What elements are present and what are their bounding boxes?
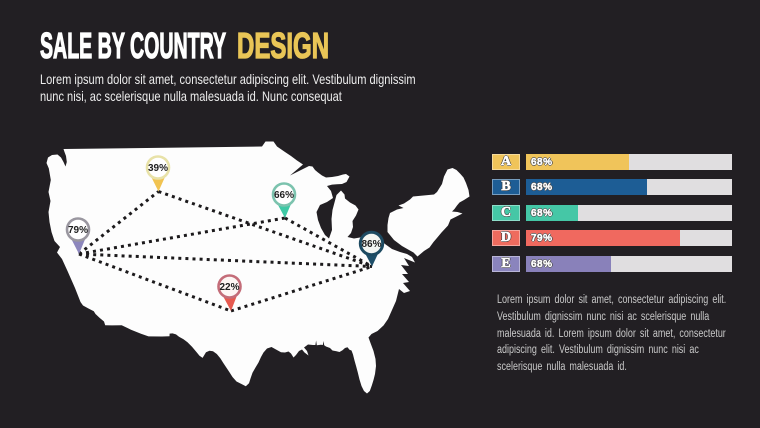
svg-text:22%: 22% [219, 282, 239, 293]
svg-text:66%: 66% [274, 190, 294, 201]
svg-text:86%: 86% [361, 239, 381, 250]
svg-text:39%: 39% [148, 163, 168, 174]
svg-text:79%: 79% [68, 225, 88, 236]
